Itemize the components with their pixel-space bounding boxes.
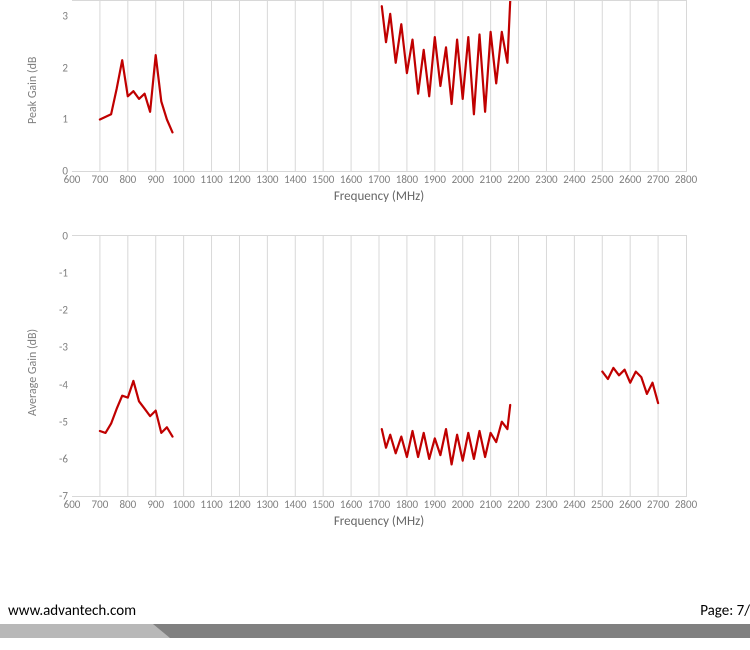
x-tick: 1200 [228, 498, 250, 511]
x-tick: 1700 [368, 498, 390, 511]
x-tick: 2100 [479, 173, 501, 186]
x-tick: 900 [147, 498, 164, 511]
x-tick: 1900 [424, 173, 446, 186]
y-tick: -5 [59, 415, 68, 428]
x-axis-label: Frequency (MHz) [72, 189, 686, 204]
footer-url: www.advantech.com [8, 602, 136, 620]
x-tick: 600 [64, 498, 81, 511]
x-tick: 2200 [507, 498, 529, 511]
x-tick: 2200 [507, 173, 529, 186]
y-axis-label: Average Gain (dB) [26, 396, 40, 416]
y-tick: -3 [59, 341, 68, 354]
footer-page: Page: 7/ [700, 602, 750, 620]
x-tick: 2400 [563, 498, 585, 511]
x-tick: 1500 [312, 173, 334, 186]
x-tick: 800 [119, 173, 136, 186]
x-tick: 1800 [396, 173, 418, 186]
footer: www.advantech.com Page: 7/ [0, 598, 750, 638]
y-tick: 0 [62, 230, 68, 243]
x-tick: 2000 [452, 173, 474, 186]
plot-area: Frequency (MHz) 012360070080090010001100… [72, 0, 687, 172]
y-axis-label: Peak Gain (dB [26, 104, 40, 124]
x-tick: 1000 [172, 498, 194, 511]
plot-area: Frequency (MHz) 0-1-2-3-4-5-6-7600700800… [72, 235, 687, 497]
x-tick: 600 [64, 173, 81, 186]
x-tick: 800 [119, 498, 136, 511]
x-tick: 2500 [591, 173, 613, 186]
x-tick: 1100 [200, 173, 222, 186]
x-tick: 1800 [396, 498, 418, 511]
y-tick: 3 [62, 10, 68, 23]
x-axis-label: Frequency (MHz) [72, 514, 686, 529]
x-tick: 1600 [340, 498, 362, 511]
x-tick: 2500 [591, 498, 613, 511]
x-tick: 700 [92, 173, 109, 186]
x-tick: 1300 [256, 498, 278, 511]
chart-svg [72, 236, 686, 496]
y-tick: -6 [59, 452, 68, 465]
x-tick: 1400 [284, 498, 306, 511]
y-tick: -2 [59, 304, 68, 317]
x-tick: 2600 [619, 173, 641, 186]
x-tick: 2000 [452, 498, 474, 511]
x-tick: 1700 [368, 173, 390, 186]
y-tick: 1 [62, 113, 68, 126]
x-tick: 2700 [647, 173, 669, 186]
x-tick: 2300 [535, 498, 557, 511]
x-tick: 1300 [256, 173, 278, 186]
x-tick: 2600 [619, 498, 641, 511]
x-tick: 1900 [424, 498, 446, 511]
y-tick: -1 [59, 267, 68, 280]
x-tick: 1000 [172, 173, 194, 186]
x-tick: 1400 [284, 173, 306, 186]
y-tick: 2 [62, 61, 68, 74]
x-tick: 1600 [340, 173, 362, 186]
x-tick: 2100 [479, 498, 501, 511]
x-tick: 900 [147, 173, 164, 186]
page: Peak Gain (dB Frequency (MHz) 0123600700… [0, 0, 750, 650]
x-tick: 1200 [228, 173, 250, 186]
x-tick: 2800 [675, 498, 697, 511]
footer-wedge [0, 624, 170, 638]
x-tick: 700 [92, 498, 109, 511]
x-tick: 2400 [563, 173, 585, 186]
x-tick: 2700 [647, 498, 669, 511]
x-tick: 2800 [675, 173, 697, 186]
x-tick: 1500 [312, 498, 334, 511]
x-tick: 1100 [200, 498, 222, 511]
x-tick: 2300 [535, 173, 557, 186]
chart-svg [72, 1, 686, 171]
y-tick: -4 [59, 378, 68, 391]
